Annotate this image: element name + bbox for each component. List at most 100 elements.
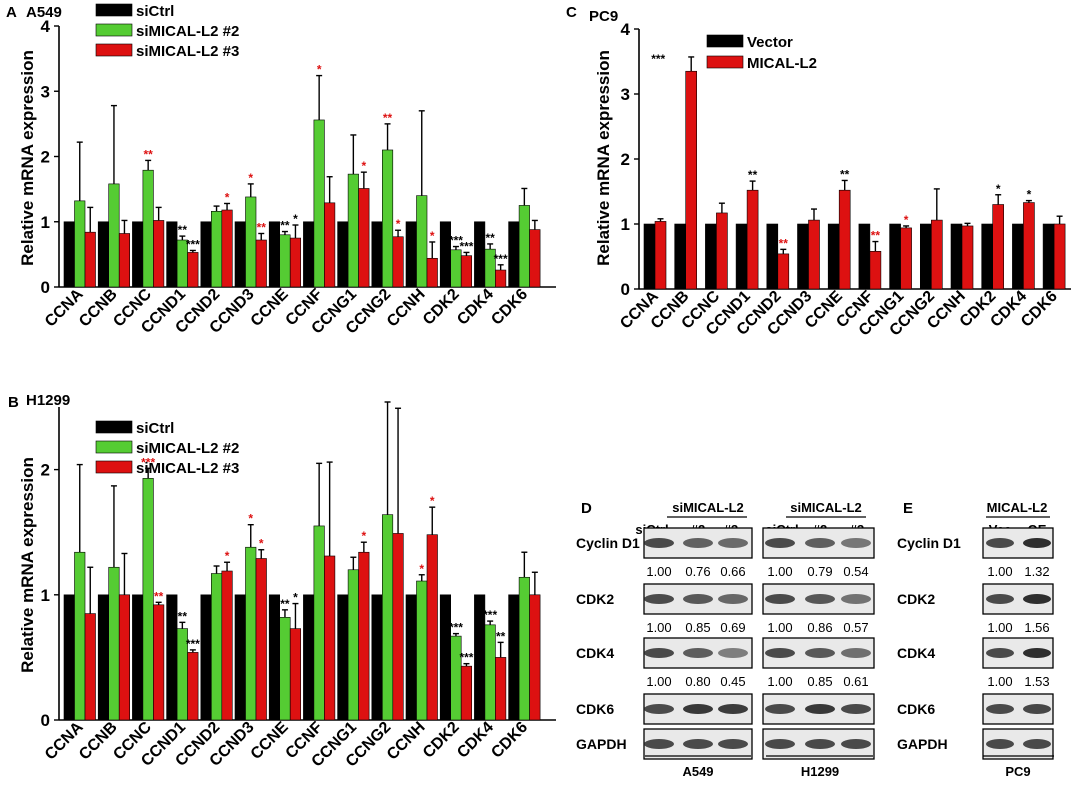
bar [118,233,130,288]
blot-band [683,739,713,749]
bar [268,221,281,288]
bar [426,257,438,288]
bar [211,211,223,288]
legend-swatch [95,440,133,454]
bar [900,227,912,290]
bar [518,576,530,721]
blot-quant-value: 0.85 [685,620,710,635]
bar [1012,223,1024,290]
significance-label: * [225,190,230,204]
bar [797,223,809,290]
category-label: CDK2 [420,286,463,329]
bar [245,546,257,721]
bar [439,221,452,288]
blot-band [1023,594,1051,604]
significance-label: ** [485,231,495,245]
bar [234,594,246,721]
blot-quant-value: 1.00 [987,564,1012,579]
bar [211,573,223,721]
bar [132,221,144,288]
significance-label: *** [449,234,463,248]
y-tick-label: 4 [41,17,51,36]
bar [405,594,417,721]
blot-band [841,648,871,658]
blot-quant-value: 1.00 [767,674,792,689]
bar [279,617,291,721]
bar [313,525,325,721]
bar [777,253,790,290]
bar [268,594,281,721]
blot-band [805,739,835,749]
blot-d-cell-a549: A549 [682,764,713,779]
significance-label: ** [748,168,758,182]
western-blot-d: siMICAL-L2 siMICAL-L2 siCtrl #2 #3 siCtr… [576,500,875,779]
bar [392,533,404,721]
panel-c-ylabel: Relative mRNA expression [594,50,613,266]
significance-label: ** [871,229,881,243]
bar [63,594,75,721]
bar [153,604,165,721]
blot-quant-value: 1.00 [646,564,671,579]
blot-d-cell-h1299: H1299 [801,764,839,779]
significance-label: * [225,549,230,563]
bar [674,223,687,290]
blot-quant-value: 0.45 [720,674,745,689]
western-blot-e: MICAL-L2 Vec OE Cyclin D11.001.32CDK21.0… [897,500,1054,779]
significance-label: * [248,512,253,526]
panel-b-ylabel: Relative mRNA expression [18,457,37,673]
bar [746,189,759,290]
significance-label: *** [186,237,200,251]
significance-label: ** [280,597,290,611]
bar [889,223,901,290]
bar [313,119,325,288]
blot-quant-value: 1.00 [646,620,671,635]
bar [132,594,144,721]
blot-band [644,704,674,714]
significance-label: *** [459,239,473,253]
y-tick-label: 1 [41,586,50,605]
legend-swatch [95,460,133,474]
blot-quant-value: 1.32 [1024,564,1049,579]
significance-label: *** [459,651,473,665]
significance-label: ** [143,147,153,161]
bar [1023,202,1035,290]
blot-band [805,704,835,714]
bar [371,221,383,288]
bar [392,236,404,288]
bar [705,223,717,290]
significance-label: *** [449,621,463,635]
blot-quant-value: 1.00 [767,564,792,579]
bar [450,249,462,288]
y-tick-label: 2 [41,461,50,480]
bar [685,70,698,290]
bar [279,234,291,288]
significance-label: * [430,229,435,243]
blot-protein-label: CDK4 [576,645,614,661]
blot-protein-label: CDK2 [897,591,935,607]
bar [371,594,383,721]
category-label: CDK6 [488,286,531,329]
category-label: CCNE [248,719,292,763]
blot-quant-value: 0.61 [843,674,868,689]
bar [358,551,370,721]
legend-label: siCtrl [136,420,174,437]
blot-band [718,594,748,604]
bar [416,195,428,288]
bar [289,628,302,721]
bar [460,665,473,721]
blot-protein-label: Cyclin D1 [576,535,640,551]
significance-label: ** [383,111,393,125]
bar [518,205,530,288]
category-label: CDK4 [454,286,497,329]
blot-band [765,739,795,749]
bar [950,223,963,290]
blot-band [644,594,674,604]
bar [324,202,336,288]
significance-label: * [396,217,401,231]
bar [108,183,120,288]
blot-quant-value: 1.53 [1024,674,1049,689]
bar [735,223,748,290]
blot-band [805,594,835,604]
significance-label: ** [496,629,506,643]
